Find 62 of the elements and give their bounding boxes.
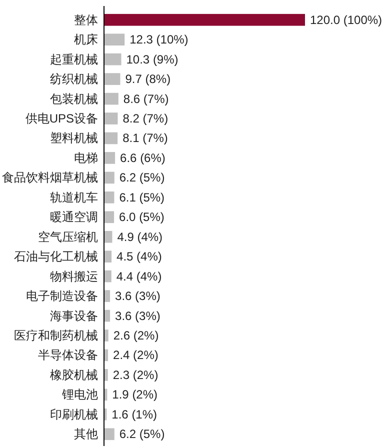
data-label: 2.3 (2%)	[112, 368, 158, 382]
y-tick-label: 橡胶机械	[50, 368, 98, 382]
data-label: 12.3 (10%)	[130, 32, 188, 47]
y-tick-label: 锂电池	[61, 388, 98, 402]
y-tick-label: 纺织机械	[50, 72, 98, 86]
bar	[104, 369, 108, 381]
data-label: 120.0 (100%)	[310, 12, 382, 27]
bar	[104, 230, 112, 243]
bar	[104, 73, 120, 85]
bar	[104, 211, 114, 224]
bar	[104, 290, 110, 302]
y-tick-label: 供电UPS设备	[25, 112, 98, 126]
data-label: 6.0 (5%)	[119, 210, 164, 224]
data-label: 2.6 (2%)	[113, 328, 159, 342]
data-label: 8.2 (7%)	[122, 112, 168, 126]
data-label: 6.2 (5%)	[119, 170, 165, 185]
bar	[104, 172, 114, 184]
y-tick-label: 印刷机械	[50, 407, 98, 422]
y-tick-label: 海事设备	[50, 308, 98, 323]
data-label: 3.6 (3%)	[115, 308, 160, 323]
y-tick-label: 医疗和制药机械	[14, 328, 98, 342]
data-label: 3.6 (3%)	[115, 289, 160, 304]
y-tick-label: 轨道机车	[50, 190, 98, 204]
bar	[104, 330, 108, 342]
bar	[104, 428, 114, 440]
bar	[104, 152, 116, 164]
y-tick-label: 机床	[74, 32, 98, 47]
bar	[104, 191, 114, 204]
y-tick-label: 暖通空调	[50, 210, 98, 224]
y-tick-label: 其他	[74, 427, 98, 442]
y-tick-label: 电子制造设备	[26, 289, 98, 304]
y-tick-label: 半导体设备	[38, 348, 98, 362]
bar	[104, 53, 122, 66]
data-label: 4.4 (4%)	[116, 269, 162, 284]
y-tick-label: 包装机械	[50, 92, 98, 106]
y-tick-label: 空气压缩机	[38, 230, 98, 244]
data-label: 4.9 (4%)	[117, 230, 163, 244]
data-label: 1.9 (2%)	[112, 388, 158, 402]
data-label: 6.2 (5%)	[119, 427, 165, 442]
data-label: 10.3 (9%)	[126, 52, 178, 66]
bar	[104, 250, 112, 263]
bar	[104, 132, 118, 144]
data-label: 9.7 (8%)	[125, 72, 171, 86]
data-label: 1.6 (1%)	[112, 407, 158, 422]
data-label: 6.6 (6%)	[120, 150, 166, 165]
bar	[104, 14, 305, 26]
bar	[104, 270, 112, 282]
data-label: 6.1 (5%)	[119, 190, 165, 204]
y-tick-label: 电梯	[74, 150, 98, 165]
y-tick-label: 食品饮料烟草机械	[2, 170, 98, 185]
y-tick-label: 起重机械	[50, 52, 98, 66]
y-tick-label: 塑料机械	[50, 131, 98, 146]
bar	[104, 112, 118, 124]
data-label: 8.1 (7%)	[122, 131, 168, 146]
bar	[104, 34, 125, 46]
data-label: 4.5 (4%)	[116, 250, 162, 264]
y-tick-label: 石油与化工机械	[14, 250, 98, 264]
bar	[104, 92, 118, 105]
data-label: 8.6 (7%)	[123, 92, 169, 106]
y-tick-label: 物料搬运	[50, 269, 98, 284]
y-tick-label: 整体	[74, 12, 98, 27]
data-label: 2.4 (2%)	[113, 348, 158, 362]
